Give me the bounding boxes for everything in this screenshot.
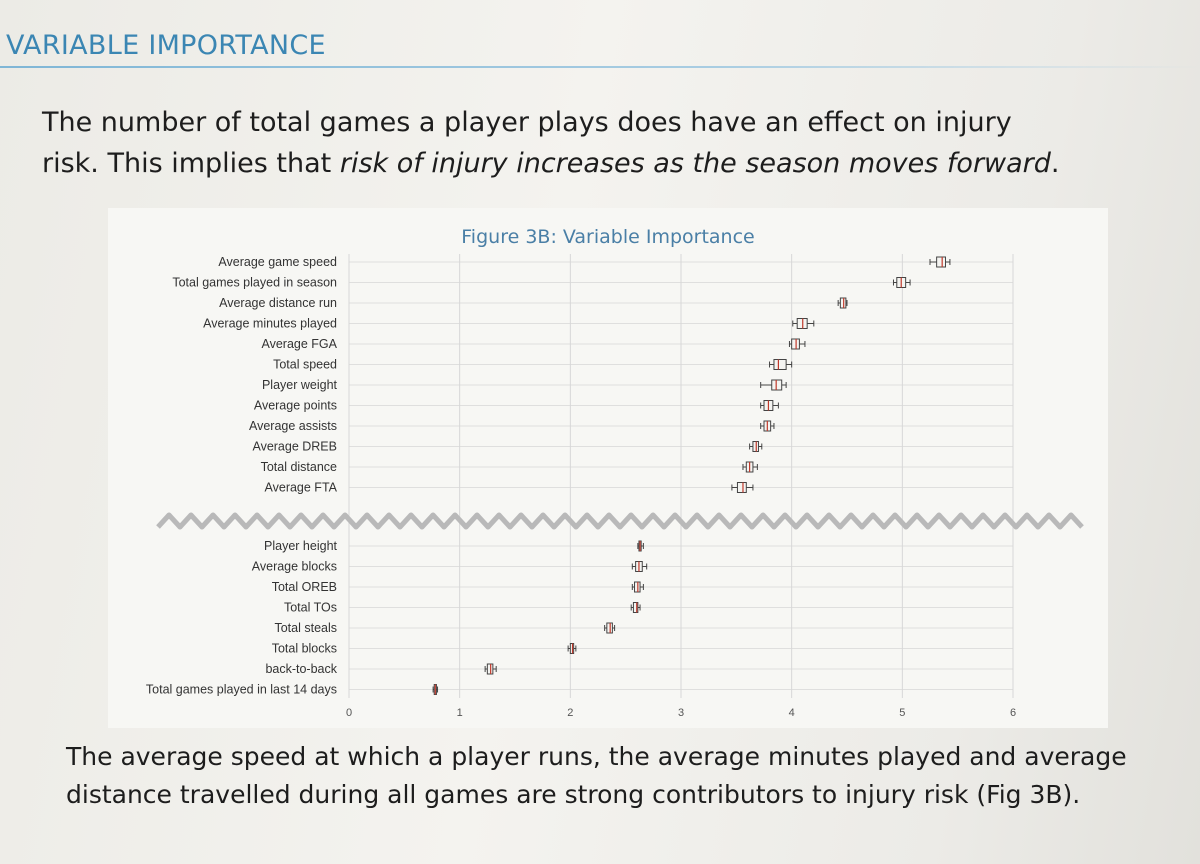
chart-panel: [108, 208, 1108, 728]
category-label: Player weight: [262, 378, 338, 392]
category-label: Player height: [264, 539, 337, 553]
category-label: Total TOs: [284, 601, 337, 615]
category-label: Total distance: [261, 460, 337, 474]
chart-title: Figure 3B: Variable Importance: [461, 226, 754, 248]
box: [936, 256, 946, 268]
category-label: Average assists: [249, 419, 337, 433]
intro-line-2-suffix: .: [1050, 148, 1060, 179]
category-label: Total games played in season: [172, 276, 337, 290]
x-tick-label: 4: [789, 707, 795, 719]
intro-emphasis: risk of injury increases as the season m…: [339, 148, 1051, 179]
intro-paragraph: The number of total games a player plays…: [42, 102, 1182, 184]
category-label: Average points: [254, 399, 337, 413]
x-tick-label: 3: [678, 707, 684, 719]
category-label: back-to-back: [265, 662, 337, 676]
box: [736, 482, 747, 493]
category-label: Total steals: [274, 621, 337, 635]
category-label: Average minutes played: [203, 317, 337, 331]
box: [773, 359, 787, 370]
intro-line-1: The number of total games a player plays…: [42, 107, 1012, 138]
section-divider: [0, 66, 1200, 68]
category-label: Total speed: [273, 358, 337, 372]
category-label: Average FGA: [261, 337, 337, 351]
x-tick-label: 5: [899, 707, 905, 719]
x-tick-label: 1: [457, 707, 463, 719]
category-label: Total games played in last 14 days: [146, 683, 337, 697]
category-label: Average game speed: [218, 255, 337, 269]
x-tick-label: 6: [1010, 707, 1016, 719]
category-label: Average DREB: [252, 440, 337, 454]
section-title: VARIABLE IMPORTANCE: [6, 30, 326, 61]
box: [632, 602, 639, 613]
conclusion-paragraph: The average speed at which a player runs…: [66, 742, 1127, 809]
category-label: Total blocks: [272, 642, 337, 656]
x-tick-label: 0: [346, 707, 352, 719]
axis-break-zigzag: [156, 512, 1084, 530]
x-tick-label: 2: [567, 707, 573, 719]
intro-line-2-prefix: risk. This implies that: [42, 148, 340, 179]
category-label: Average blocks: [252, 560, 337, 574]
category-label: Total OREB: [272, 580, 337, 594]
category-label: Average FTA: [265, 481, 338, 495]
category-label: Average distance run: [219, 296, 337, 310]
